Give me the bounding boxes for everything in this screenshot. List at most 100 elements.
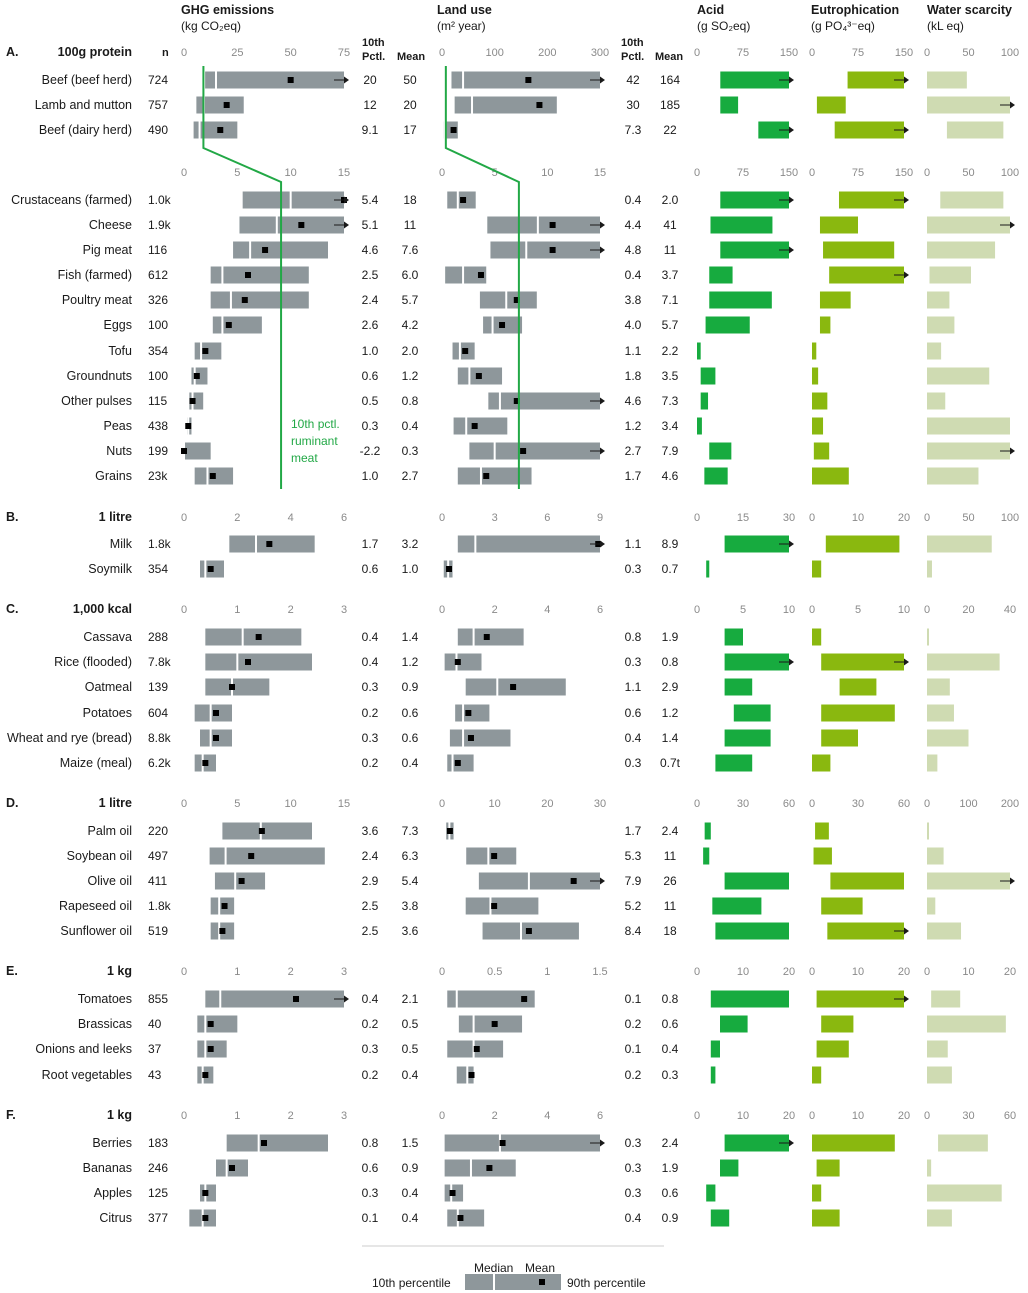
ghg-berries-mean-marker <box>261 1140 267 1146</box>
eutro-palm-oil-bar <box>815 822 829 840</box>
ghg-tick: 0 <box>181 966 187 978</box>
ghg-p10-wheat-and-rye-bread: 0.3 <box>362 731 379 745</box>
ghg-tick: 0 <box>181 47 187 59</box>
row-n-other-pulses: 115 <box>148 394 167 408</box>
eutro-fish-farmed-overflow-arrow <box>904 271 909 279</box>
water-tick: 200 <box>1001 798 1019 810</box>
acid-berries-overflow-arrow <box>789 1139 794 1147</box>
ghg-onions-and-leeks-mean-marker <box>207 1046 214 1052</box>
acid-beef-beef-herd-bar <box>720 71 789 89</box>
acid-nuts-bar <box>709 442 732 460</box>
row-n-olive-oil: 411 <box>148 874 167 888</box>
ghg-mean-groundnuts: 1.2 <box>402 369 419 383</box>
legend-median-label: Median <box>474 1261 513 1275</box>
acid-tick: 0 <box>694 966 700 978</box>
land-mean-other-pulses: 7.3 <box>662 394 679 408</box>
row-n-eggs: 100 <box>148 318 168 332</box>
land-brassicas-bar <box>458 1015 523 1033</box>
threshold-annotation-line3: meat <box>291 451 318 465</box>
acid-crustaceans-farmed-overflow-arrow <box>789 196 794 204</box>
ghg-p10-sunflower-oil: 2.5 <box>362 924 379 938</box>
acid-wheat-and-rye-bread-bar <box>724 729 771 747</box>
ghg-p10-crustaceans-farmed: 5.4 <box>362 193 379 207</box>
land-potatoes-bar <box>455 704 490 722</box>
water-tick: 0 <box>924 1110 930 1122</box>
ghg-palm-oil-mean-marker <box>258 828 265 834</box>
ghg-mean-cheese: 11 <box>404 218 417 232</box>
land-p10-brassicas: 0.2 <box>625 1017 642 1031</box>
ghg-beef-dairy-herd-mean-marker <box>217 127 224 133</box>
land-p10-wheat-and-rye-bread: 0.4 <box>625 731 642 745</box>
ghg-title: GHG emissions <box>181 3 274 17</box>
eutro-brassicas-bar <box>821 1015 854 1033</box>
acid-potatoes-bar <box>733 704 771 722</box>
land-p10-nuts: 2.7 <box>625 444 642 458</box>
acid-tick: 0 <box>694 167 700 179</box>
land-mean-olive-oil: 26 <box>663 874 677 888</box>
row-label-crustaceans-farmed: Crustaceans (farmed) <box>11 193 132 207</box>
eutro-rice-flooded-bar <box>821 653 904 671</box>
eutro-wheat-and-rye-bread-bar <box>821 729 858 747</box>
ghg-tick: 0 <box>181 798 187 810</box>
land-mean-header: Mean <box>655 51 683 63</box>
land-nuts-overflow-arrow <box>600 447 605 455</box>
eutro-cheese-bar <box>819 216 858 234</box>
ghg-sunflower-oil-median-marker <box>218 922 221 940</box>
acid-tick: 20 <box>783 1110 795 1122</box>
row-label-root-vegetables: Root vegetables <box>42 1068 132 1082</box>
row-label-sunflower-oil: Sunflower oil <box>60 924 132 938</box>
water-tick: 0 <box>924 798 930 810</box>
row-n-fish-farmed: 612 <box>148 268 168 282</box>
land-p10-soybean-oil: 5.3 <box>625 849 642 863</box>
water-tick: 10 <box>962 966 974 978</box>
ghg-mean-crustaceans-farmed: 18 <box>403 193 417 207</box>
row-n-sunflower-oil: 519 <box>148 924 168 938</box>
land-mean-poultry-meat: 7.1 <box>662 293 679 307</box>
ghg-olive-oil-median-marker <box>234 872 237 890</box>
land-rice-flooded-mean-marker <box>454 659 461 665</box>
section-key: A. <box>6 45 19 59</box>
ghg-zoom-tick: 5 <box>234 167 240 179</box>
ghg-tick: 3 <box>341 604 347 616</box>
water-onions-and-leeks-bar <box>927 1040 948 1058</box>
ghg-mean-grains: 2.7 <box>402 469 419 483</box>
land-soybean-oil-mean-marker <box>491 853 498 859</box>
ghg-mean-milk: 3.2 <box>402 537 419 551</box>
ghg-tick: 2 <box>288 966 294 978</box>
ghg-mean-beef-beef-herd: 50 <box>403 73 417 87</box>
ghg-sunflower-oil-mean-marker <box>219 928 226 934</box>
land-poultry-meat-mean-marker <box>513 297 520 303</box>
ghg-pig-meat-mean-marker <box>262 247 269 253</box>
water-tick: 50 <box>962 512 974 524</box>
row-n-tomatoes: 855 <box>148 992 168 1006</box>
ghg-p10-berries: 0.8 <box>362 1136 379 1150</box>
ghg-pig-meat-median-marker <box>249 241 252 259</box>
land-pig-meat-bar <box>490 241 600 259</box>
land-peas-bar <box>453 417 508 435</box>
ghg-bananas-mean-marker <box>229 1165 235 1171</box>
ghg-p10-rapeseed-oil: 2.5 <box>362 899 379 913</box>
water-tick: 30 <box>962 1110 974 1122</box>
land-maize-meal-median-marker <box>451 754 454 772</box>
eutro-groundnuts-bar <box>812 367 819 385</box>
acid-brassicas-bar <box>720 1015 748 1033</box>
eutro-tick: 30 <box>852 798 864 810</box>
acid-tick: 0 <box>694 512 700 524</box>
land-potatoes-mean-marker <box>465 710 472 716</box>
section-unit: 1 litre <box>99 510 132 524</box>
ghg-mean-potatoes: 0.6 <box>402 706 419 720</box>
ghg-wheat-and-rye-bread-mean-marker <box>213 735 219 741</box>
row-label-grains: Grains <box>95 469 132 483</box>
row-label-peas: Peas <box>104 419 133 433</box>
acid-peas-bar <box>697 417 702 435</box>
row-n-beef-dairy-herd: 490 <box>148 123 168 137</box>
land-tick: 2 <box>492 1110 498 1122</box>
land-p10-soymilk: 0.3 <box>625 562 642 576</box>
land-tick: 0.5 <box>487 966 502 978</box>
row-n-poultry-meat: 326 <box>148 293 168 307</box>
ghg-poultry-meat-mean-marker <box>241 297 248 303</box>
land-p10-eggs: 4.0 <box>625 318 642 332</box>
ghg-rice-flooded-bar <box>205 653 312 671</box>
ghg-tick: 2 <box>288 1110 294 1122</box>
